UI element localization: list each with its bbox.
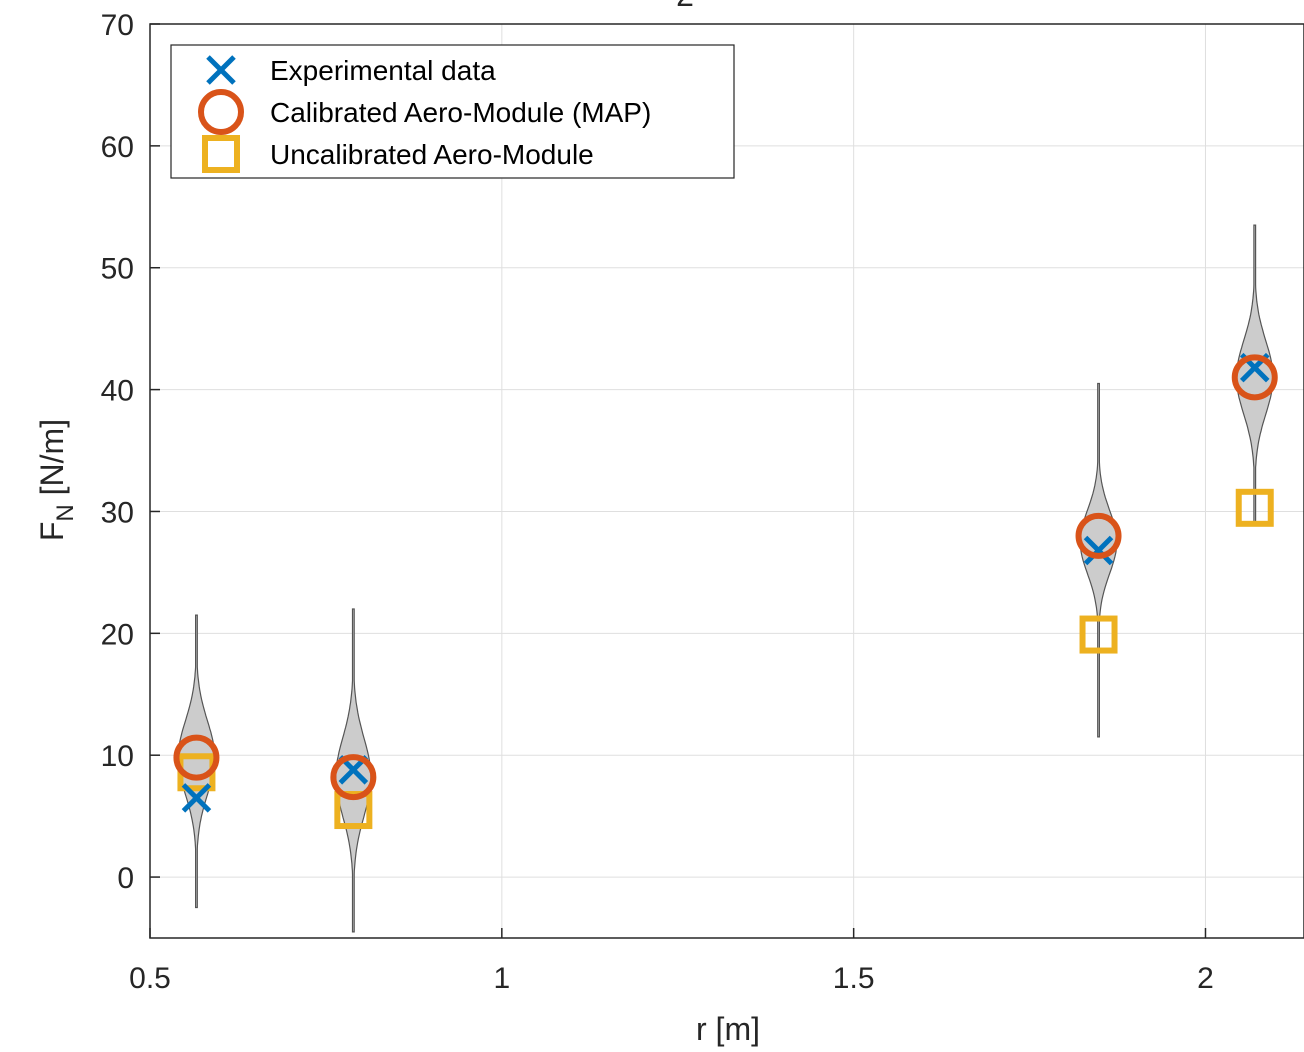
y-tick-label: 20 xyxy=(101,618,134,651)
x-tick-label: 0.5 xyxy=(129,962,171,995)
marker-x-stroke xyxy=(181,783,212,813)
y-axis-label: FN [N/m] xyxy=(34,419,79,541)
calibrated-model-point xyxy=(1075,512,1122,559)
calibrated-model-point xyxy=(173,734,220,781)
y-tick-label: 60 xyxy=(101,131,134,164)
calibrated-model-point xyxy=(330,754,377,801)
legend-label: Uncalibrated Aero-Module xyxy=(270,139,594,170)
y-axis-label-units: [N/m] xyxy=(34,419,70,504)
y-tick-label: 0 xyxy=(117,862,134,895)
calibrated-model-point xyxy=(1231,354,1278,401)
x-tick-label: 1 xyxy=(493,962,510,995)
experimental-data-point xyxy=(1083,535,1114,566)
marker-x-stroke xyxy=(206,55,236,85)
legend-label: Experimental data xyxy=(270,55,496,86)
chart-title: 2 xyxy=(676,0,694,13)
uncalibrated-model-point xyxy=(1235,488,1274,527)
y-tick-label: 40 xyxy=(101,375,134,408)
y-tick-label: 30 xyxy=(101,496,134,529)
x-axis-label: r [m] xyxy=(696,1011,760,1047)
y-tick-label: 50 xyxy=(101,253,134,286)
marker-x-stroke xyxy=(1083,535,1114,566)
y-axis-label-subscript: N xyxy=(52,504,79,521)
experimental-data-point xyxy=(181,783,212,813)
x-tick-label: 1.5 xyxy=(833,962,875,995)
uncalibrated-model-point xyxy=(334,791,373,830)
y-tick-label: 70 xyxy=(101,9,134,42)
legend: Experimental data Calibrated Aero-Module … xyxy=(170,44,735,179)
uncalibrated-model-point xyxy=(1079,615,1118,654)
y-tick-label: 10 xyxy=(101,740,134,773)
violin-shape xyxy=(177,614,216,909)
legend-label: Calibrated Aero-Module (MAP) xyxy=(270,97,651,128)
legend-box xyxy=(170,44,735,179)
experimental-data-point xyxy=(206,55,236,85)
plot-frame xyxy=(149,23,1304,939)
x-tick-label: 2 xyxy=(1197,962,1214,995)
calibrated-model-point xyxy=(198,89,244,135)
violin-shape xyxy=(1235,224,1274,525)
data-markers xyxy=(173,352,1278,830)
uncalibrated-model-point xyxy=(202,135,240,173)
y-axis-label-symbol: F xyxy=(34,522,70,542)
